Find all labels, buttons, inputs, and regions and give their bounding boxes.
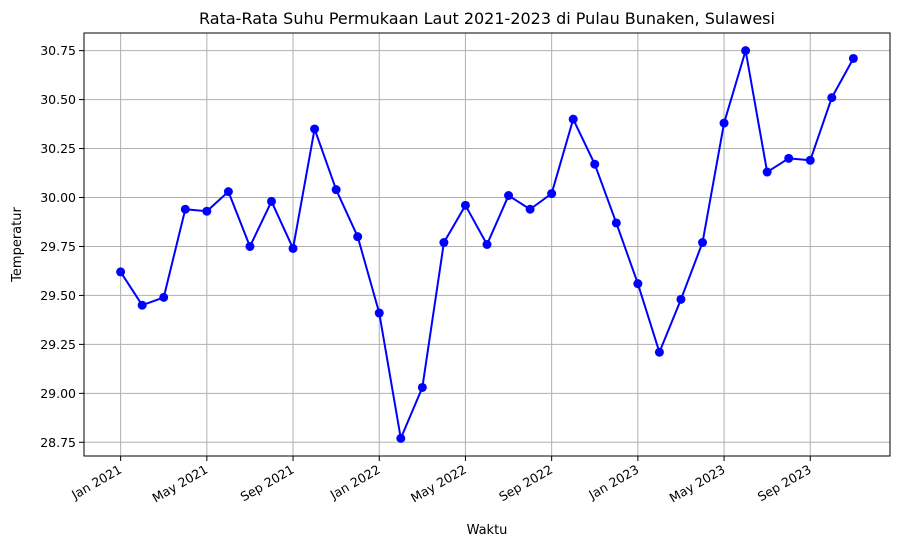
data-point (784, 153, 794, 163)
x-tick-label: Sep 2022 (496, 462, 555, 505)
data-point (590, 159, 600, 169)
data-point (654, 347, 664, 357)
data-point (288, 243, 298, 253)
y-tick-label: 29.75 (40, 239, 76, 254)
data-point (116, 267, 126, 277)
data-point (848, 53, 858, 63)
y-tick-label: 30.75 (40, 43, 76, 58)
data-point (805, 155, 815, 165)
data-point (439, 238, 449, 248)
y-tick-label: 28.75 (40, 435, 76, 450)
y-tick-label: 29.25 (40, 337, 76, 352)
data-point (504, 191, 514, 201)
data-point (374, 308, 384, 318)
y-tick-label: 29.50 (40, 288, 76, 303)
plot-area (83, 32, 891, 457)
data-point (698, 238, 708, 248)
data-point (245, 241, 255, 251)
y-tick-label: 30.00 (40, 190, 76, 205)
y-axis-label: Temperatur (10, 207, 25, 283)
data-point (180, 204, 190, 214)
x-tick-label: Sep 2021 (238, 462, 297, 505)
data-point (353, 232, 363, 242)
y-tick-label: 30.25 (40, 141, 76, 156)
data-point (719, 118, 729, 128)
x-tick-label: Jan 2022 (327, 462, 383, 503)
x-tick-label: Jan 2023 (585, 462, 641, 503)
y-axis-ticks: 28.75 29.00 29.25 29.50 29.75 30.00 30.25 30.50… (40, 43, 84, 450)
data-point (525, 204, 535, 214)
data-point (633, 279, 643, 289)
data-point (741, 46, 751, 56)
y-tick-label: 30.50 (40, 92, 76, 107)
x-tick-label: May 2022 (408, 462, 469, 506)
data-point (137, 300, 147, 310)
x-axis-label: Waktu (467, 523, 508, 538)
data-point (159, 292, 169, 302)
y-tick-label: 29.00 (40, 386, 76, 401)
data-point (202, 206, 212, 216)
data-point (827, 93, 837, 103)
x-tick-label: May 2023 (667, 462, 728, 506)
data-point (568, 114, 578, 124)
data-point (676, 294, 686, 304)
data-point (417, 382, 427, 392)
data-point (223, 187, 233, 197)
data-point (460, 200, 470, 210)
data-point (396, 433, 406, 443)
data-points (116, 46, 858, 443)
chart-title: Rata-Rata Suhu Permukaan Laut 2021-2023 … (199, 9, 775, 28)
data-point (762, 167, 772, 177)
x-axis-ticks: Jan 2021 May 2021 Sep 2021 Jan 2022 May 2022… (68, 456, 814, 505)
data-point (266, 196, 276, 206)
data-point (547, 189, 557, 199)
data-point (482, 240, 492, 249)
data-point (310, 124, 320, 134)
x-tick-label: Sep 2023 (755, 462, 814, 505)
x-tick-label: Jan 2021 (68, 462, 124, 503)
x-tick-label: May 2021 (149, 462, 210, 506)
data-point (331, 185, 341, 195)
data-point (611, 218, 621, 228)
